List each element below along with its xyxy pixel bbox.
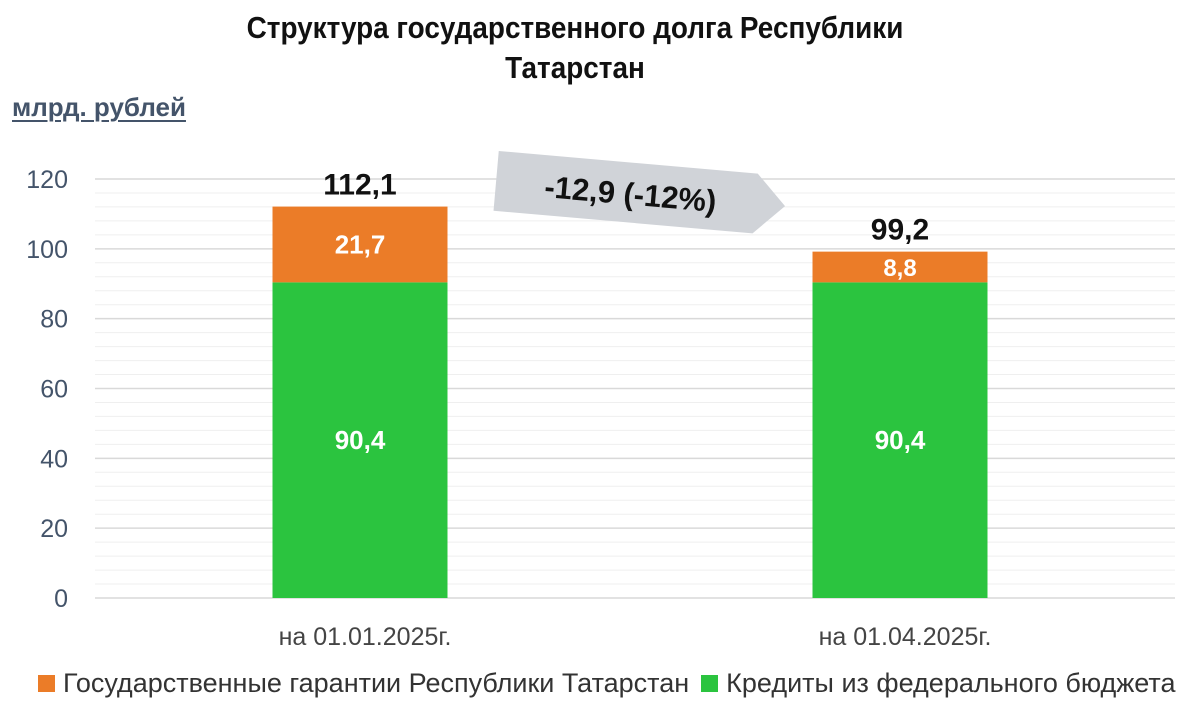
total-label: 99,2 <box>871 214 929 247</box>
legend-swatch-green <box>701 675 719 692</box>
legend-item-guarantees: Государственные гарантии Республики Тата… <box>38 668 689 699</box>
bar-segment <box>812 251 988 283</box>
data-label: 90,4 <box>335 425 386 455</box>
y-tick-label: 40 <box>40 445 68 473</box>
y-tick-label: 120 <box>26 166 68 194</box>
title-line-1: Структура государственного долга Республ… <box>246 10 904 45</box>
legend: Государственные гарантии Республики Тата… <box>38 668 1188 699</box>
y-tick-label: 100 <box>26 236 68 264</box>
legend-label: Кредиты из федерального бюджета <box>726 668 1176 698</box>
data-label: 21,7 <box>335 229 386 259</box>
legend-swatch-orange <box>38 675 55 692</box>
y-tick-label: 20 <box>40 515 68 543</box>
y-axis-label: млрд. рублей <box>12 92 186 122</box>
bar-segment <box>812 282 988 598</box>
chart-title: Структура государственного долга Республ… <box>58 8 1093 88</box>
total-label: 112,1 <box>323 169 396 202</box>
y-tick-label: 60 <box>40 376 68 404</box>
data-label: 90,4 <box>875 425 926 455</box>
x-tick-label: на 01.01.2025г. <box>279 623 452 651</box>
data-label: 8,8 <box>883 255 916 282</box>
x-tick-label: на 01.04.2025г. <box>819 623 992 651</box>
legend-item-credits: Кредиты из федерального бюджета <box>701 668 1176 699</box>
arrow-shape <box>493 150 786 234</box>
y-tick-label: 0 <box>54 585 68 613</box>
legend-label: Государственные гарантии Республики Тата… <box>63 668 690 698</box>
bar-segment <box>272 206 448 283</box>
change-arrow: -12,9 (-12%) <box>493 150 786 234</box>
y-tick-label: 80 <box>40 306 68 334</box>
bar-segment <box>272 282 448 598</box>
title-line-2: Татарстан <box>505 50 645 85</box>
